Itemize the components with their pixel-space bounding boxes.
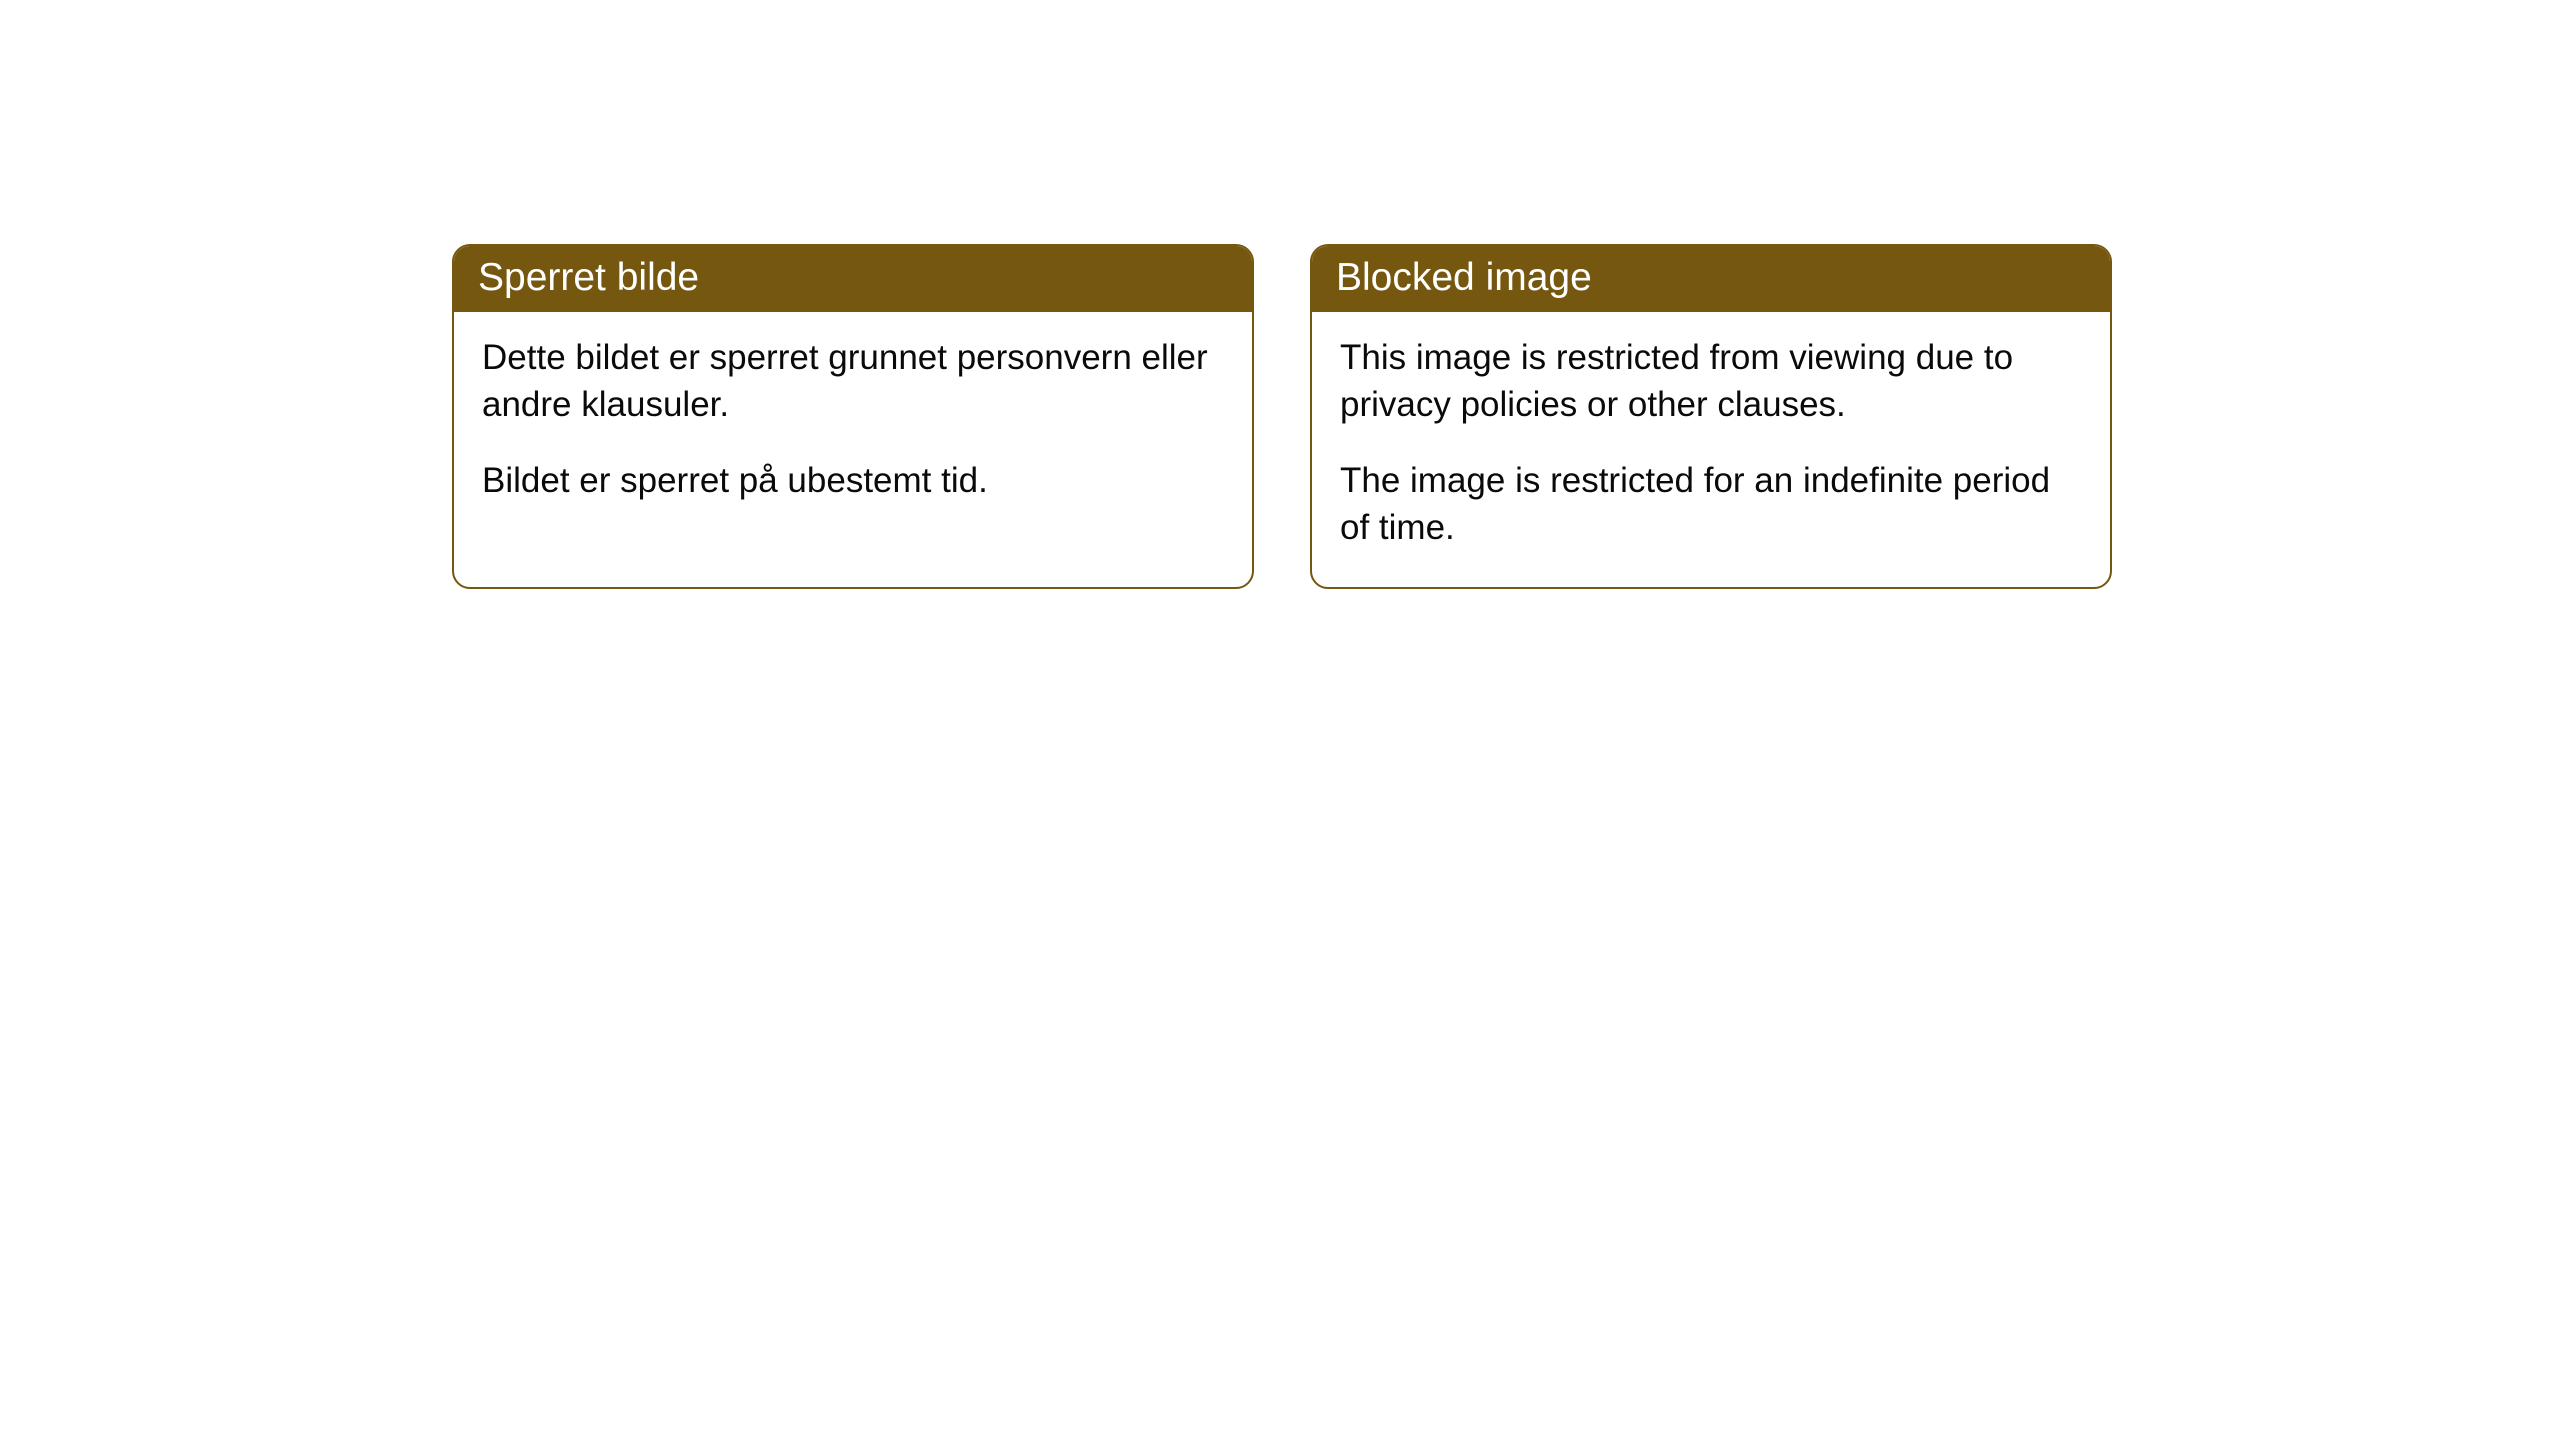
card-paragraph-no-1: Dette bildet er sperret grunnet personve… bbox=[482, 334, 1224, 429]
blocked-image-card-en: Blocked image This image is restricted f… bbox=[1310, 244, 2112, 589]
card-paragraph-en-2: The image is restricted for an indefinit… bbox=[1340, 457, 2082, 552]
card-body-no: Dette bildet er sperret grunnet personve… bbox=[454, 312, 1252, 540]
card-paragraph-en-1: This image is restricted from viewing du… bbox=[1340, 334, 2082, 429]
card-paragraph-no-2: Bildet er sperret på ubestemt tid. bbox=[482, 457, 1224, 504]
card-header-en: Blocked image bbox=[1312, 246, 2110, 312]
card-body-en: This image is restricted from viewing du… bbox=[1312, 312, 2110, 587]
notice-cards-container: Sperret bilde Dette bildet er sperret gr… bbox=[452, 244, 2112, 589]
card-header-no: Sperret bilde bbox=[454, 246, 1252, 312]
blocked-image-card-no: Sperret bilde Dette bildet er sperret gr… bbox=[452, 244, 1254, 589]
